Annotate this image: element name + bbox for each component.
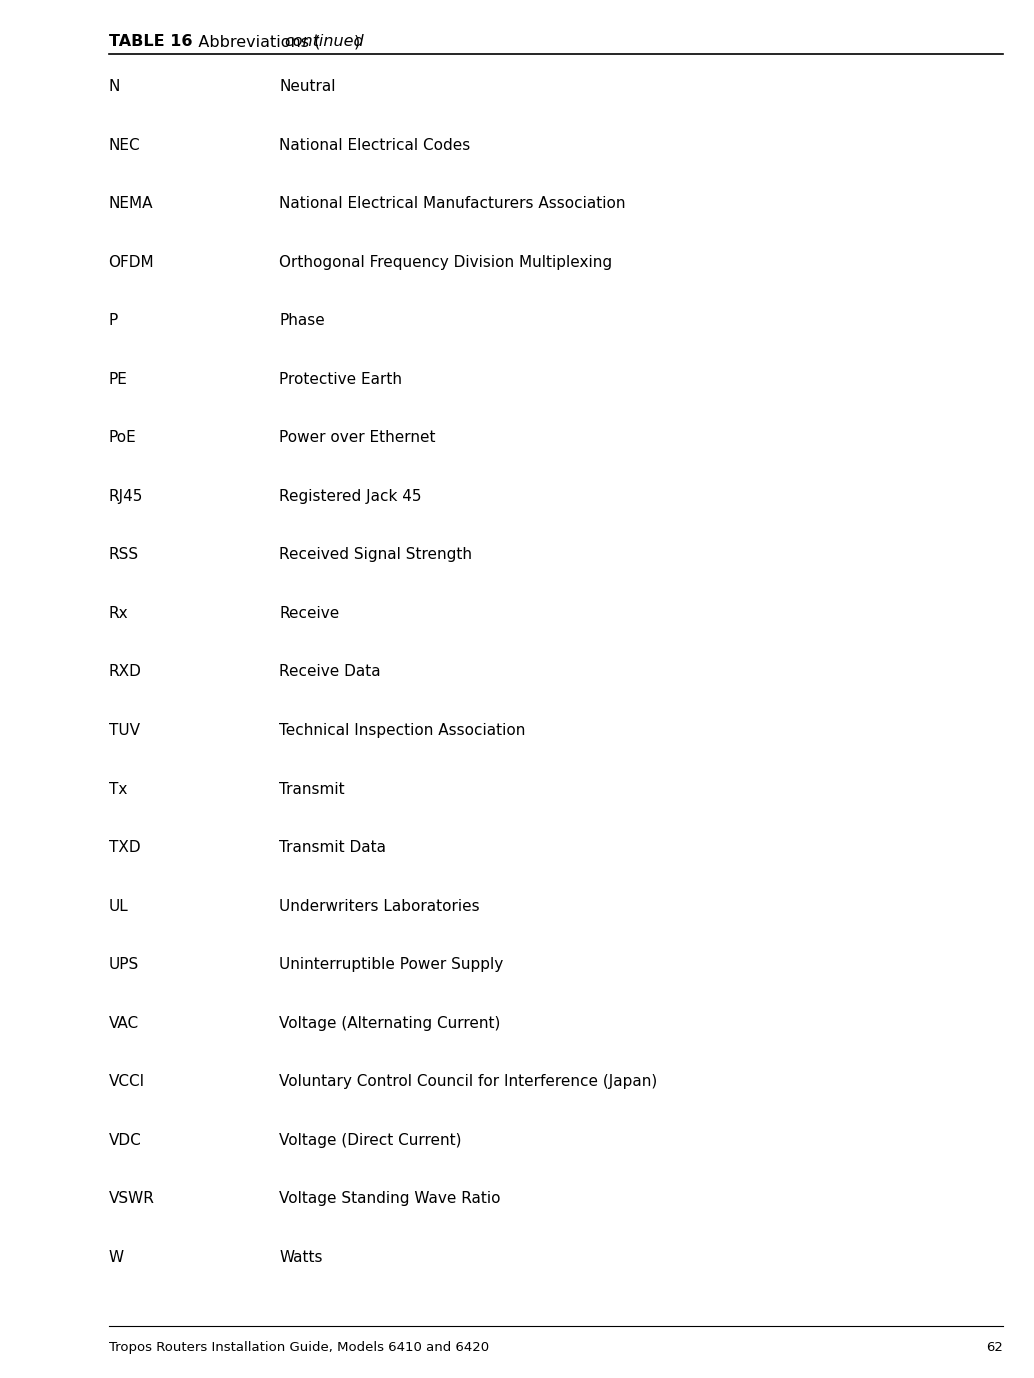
Text: RSS: RSS	[109, 547, 139, 562]
Text: TXD: TXD	[109, 841, 141, 854]
Text: UPS: UPS	[109, 958, 139, 971]
Text: National Electrical Codes: National Electrical Codes	[279, 138, 470, 153]
Text: Neutral: Neutral	[279, 79, 336, 94]
Text: VDC: VDC	[109, 1133, 142, 1148]
Text: continued: continued	[284, 34, 364, 50]
Text: TABLE 16: TABLE 16	[109, 34, 192, 50]
Text: UL: UL	[109, 898, 128, 914]
Text: Received Signal Strength: Received Signal Strength	[279, 547, 473, 562]
Text: Uninterruptible Power Supply: Uninterruptible Power Supply	[279, 958, 504, 971]
Text: Transmit Data: Transmit Data	[279, 841, 386, 854]
Text: Voltage (Direct Current): Voltage (Direct Current)	[279, 1133, 461, 1148]
Text: Voltage (Alternating Current): Voltage (Alternating Current)	[279, 1016, 500, 1031]
Text: RXD: RXD	[109, 664, 142, 679]
Text: Protective Earth: Protective Earth	[279, 372, 402, 387]
Text: Watts: Watts	[279, 1250, 323, 1265]
Text: Underwriters Laboratories: Underwriters Laboratories	[279, 898, 480, 914]
Text: Orthogonal Frequency Division Multiplexing: Orthogonal Frequency Division Multiplexi…	[279, 255, 612, 270]
Text: Tx: Tx	[109, 781, 127, 796]
Text: RJ45: RJ45	[109, 489, 143, 504]
Text: TUV: TUV	[109, 723, 140, 739]
Text: W: W	[109, 1250, 124, 1265]
Text: ): )	[354, 34, 360, 50]
Text: VCCI: VCCI	[109, 1075, 145, 1089]
Text: Voltage Standing Wave Ratio: Voltage Standing Wave Ratio	[279, 1191, 500, 1206]
Text: N: N	[109, 79, 120, 94]
Text: VSWR: VSWR	[109, 1191, 154, 1206]
Text: Power over Ethernet: Power over Ethernet	[279, 430, 435, 445]
Text: OFDM: OFDM	[109, 255, 154, 270]
Text: VAC: VAC	[109, 1016, 139, 1031]
Text: Rx: Rx	[109, 606, 128, 621]
Text: 62: 62	[986, 1341, 1003, 1355]
Text: Technical Inspection Association: Technical Inspection Association	[279, 723, 525, 739]
Text: P: P	[109, 313, 118, 328]
Text: Receive Data: Receive Data	[279, 664, 381, 679]
Text: PE: PE	[109, 372, 127, 387]
Text: Tropos Routers Installation Guide, Models 6410 and 6420: Tropos Routers Installation Guide, Model…	[109, 1341, 489, 1355]
Text: NEMA: NEMA	[109, 196, 153, 211]
Text: Phase: Phase	[279, 313, 325, 328]
Text: Registered Jack 45: Registered Jack 45	[279, 489, 422, 504]
Text: Abbreviations (: Abbreviations (	[183, 34, 321, 50]
Text: Receive: Receive	[279, 606, 339, 621]
Text: Voluntary Control Council for Interference (Japan): Voluntary Control Council for Interferen…	[279, 1075, 658, 1089]
Text: PoE: PoE	[109, 430, 136, 445]
Text: Transmit: Transmit	[279, 781, 344, 796]
Text: National Electrical Manufacturers Association: National Electrical Manufacturers Associ…	[279, 196, 626, 211]
Text: NEC: NEC	[109, 138, 141, 153]
